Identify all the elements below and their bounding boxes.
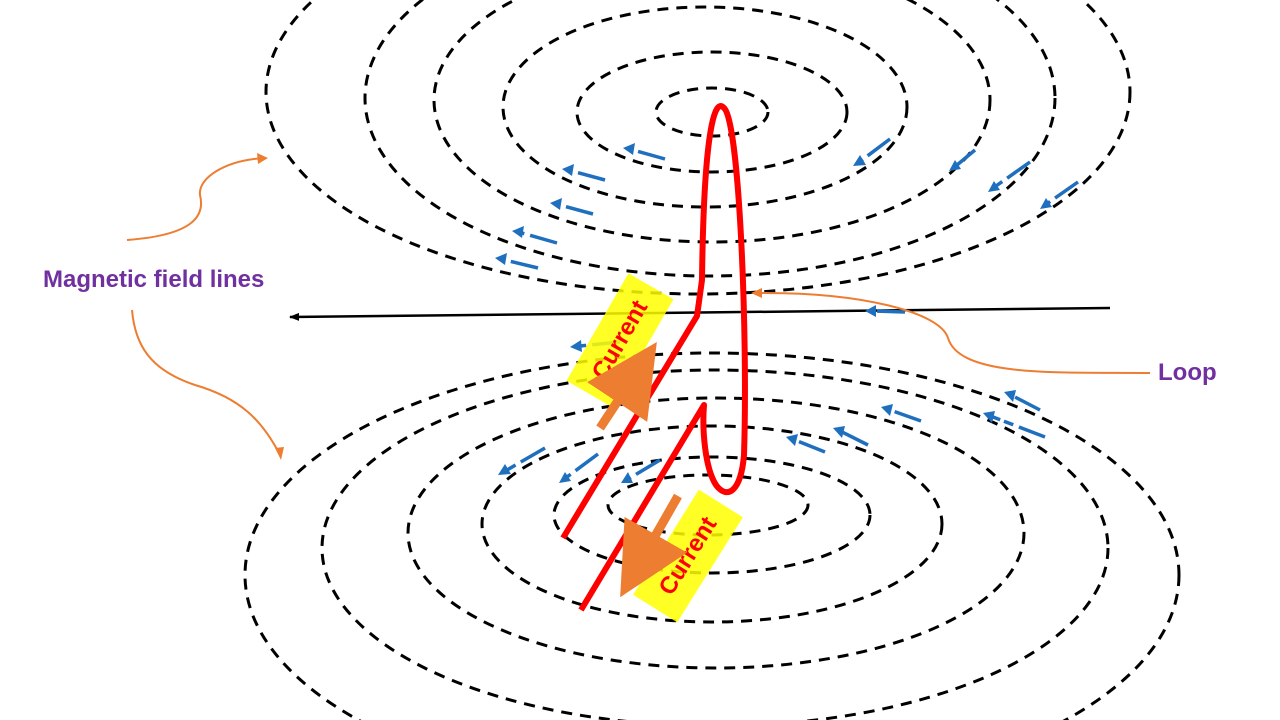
current-loop <box>560 102 748 612</box>
arrow-left-icon <box>786 434 826 454</box>
callout-field-lines-upper <box>126 157 266 241</box>
label-magnetic-field-lines: Magnetic field lines <box>43 266 264 293</box>
arrow-left-icon <box>621 458 661 483</box>
lower-field-lines <box>243 351 1181 720</box>
field-line-lower-5 <box>320 368 1110 720</box>
label-loop: Loop <box>1158 359 1217 386</box>
arrow-left-icon <box>559 452 600 483</box>
current-arrow-lower <box>620 493 688 598</box>
arrow-left-icon <box>865 305 906 317</box>
arrow-left-icon <box>498 446 546 475</box>
arrow-left-icon <box>512 226 558 245</box>
upper-field-lines <box>264 0 1132 296</box>
field-line-upper-3 <box>501 5 909 209</box>
arrow-left-icon <box>495 253 539 270</box>
callout-field-lines-upper-head <box>257 153 268 164</box>
field-direction-arrows <box>495 137 1080 483</box>
callout-field-lines-lower <box>131 309 281 456</box>
callout-loop <box>757 291 1151 374</box>
arrow-left-icon <box>881 404 922 423</box>
field-line-upper-5 <box>363 0 1057 278</box>
field-line-upper-6 <box>264 0 1132 296</box>
callout-field-lines-lower-head <box>275 447 284 460</box>
arrow-left-icon <box>550 198 594 216</box>
field-line-upper-2 <box>575 50 849 174</box>
field-line-lower-3 <box>480 424 944 624</box>
arrow-left-icon <box>623 143 666 161</box>
arrow-left-icon <box>853 137 892 166</box>
current-label-lower-group: Current <box>633 489 743 623</box>
arrow-left-icon <box>833 426 869 447</box>
arrow-left-icon <box>562 164 606 182</box>
arrow-left-icon <box>988 160 1032 192</box>
callout-loop-head <box>751 288 762 298</box>
arrow-left-icon <box>983 411 1046 439</box>
arrow-left-icon <box>949 148 977 171</box>
field-line-lower-4 <box>406 396 1026 670</box>
arrow-left-icon <box>1004 390 1041 412</box>
field-line-upper-4 <box>432 0 992 244</box>
field-line-lower-2 <box>552 455 872 575</box>
current-arrow-upper <box>587 341 657 431</box>
field-line-lower-6 <box>243 351 1181 720</box>
arrow-left-icon <box>1040 180 1080 209</box>
